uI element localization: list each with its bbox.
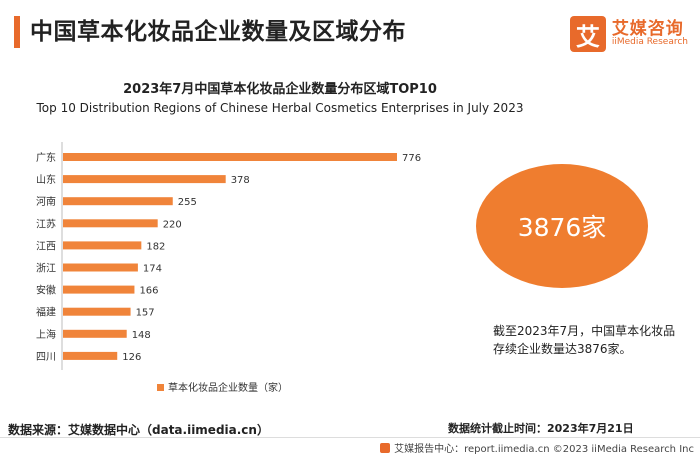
value-label: 378 (231, 175, 250, 186)
bar (63, 241, 142, 250)
page-title: 中国草本化妆品企业数量及区域分布 (30, 19, 406, 45)
value-label: 157 (136, 308, 155, 319)
category-label: 上海 (36, 328, 56, 341)
category-label: 福建 (36, 306, 56, 319)
footer: 艾媒报告中心：report.iimedia.cn ©2023 iiMedia R… (380, 440, 694, 455)
bar (63, 351, 118, 360)
logo-icon: 艾 (569, 16, 606, 52)
value-label: 182 (146, 241, 165, 252)
bar (63, 175, 226, 184)
stat-date: 数据统计截止时间：2023年7月21日 (448, 422, 634, 435)
footer-text: 艾媒报告中心：report.iimedia.cn ©2023 iiMedia R… (394, 444, 694, 455)
value-label: 126 (122, 352, 141, 363)
summary-note: 截至2023年7月，中国草本化妆品存续企业数量达3876家。 (493, 324, 676, 356)
category-label: 江苏 (36, 217, 56, 230)
category-label: 广东 (36, 151, 56, 164)
value-label: 255 (178, 197, 197, 208)
category-label: 江西 (36, 240, 56, 252)
category-label: 四川 (36, 352, 56, 363)
bar (63, 219, 158, 228)
total-count: 3876家 (517, 213, 607, 242)
chart-subtitle: Top 10 Distribution Regions of Chinese H… (36, 101, 524, 115)
bar (63, 307, 131, 316)
bar-chart: 广东 776 山东 378 河南 255 江苏 220 江西 182 浙江 174 安徽 166 福建 157… (36, 142, 421, 394)
footer-logo-icon (380, 442, 391, 453)
legend-swatch (157, 384, 164, 391)
category-label: 河南 (36, 195, 56, 208)
value-label: 174 (143, 264, 162, 275)
footer-divider (0, 437, 700, 438)
total-circle: 3876家 (476, 164, 648, 288)
bar (63, 263, 138, 272)
value-label: 776 (402, 153, 421, 164)
title-accent-bar (14, 16, 20, 48)
logo-en-text: iiMedia Research (611, 37, 688, 48)
value-label: 148 (132, 330, 151, 341)
bar (63, 285, 135, 294)
bar (63, 329, 127, 338)
legend-label: 草本化妆品企业数量（家） (168, 381, 288, 394)
bar (63, 197, 173, 206)
value-label: 166 (139, 286, 158, 297)
logo-cn-text: 艾媒咨询 (611, 18, 684, 39)
data-source: 数据来源：艾媒数据中心（data.iimedia.cn） (8, 423, 269, 437)
value-label: 220 (163, 219, 182, 230)
category-label: 山东 (36, 173, 56, 186)
category-label: 安徽 (36, 284, 56, 297)
bar (63, 153, 397, 161)
chart-title: 2023年7月中国草本化妆品企业数量分布区域TOP10 (123, 82, 437, 97)
category-label: 浙江 (36, 263, 56, 275)
brand-logo: 艾 艾媒咨询 iiMedia Research (569, 14, 688, 54)
